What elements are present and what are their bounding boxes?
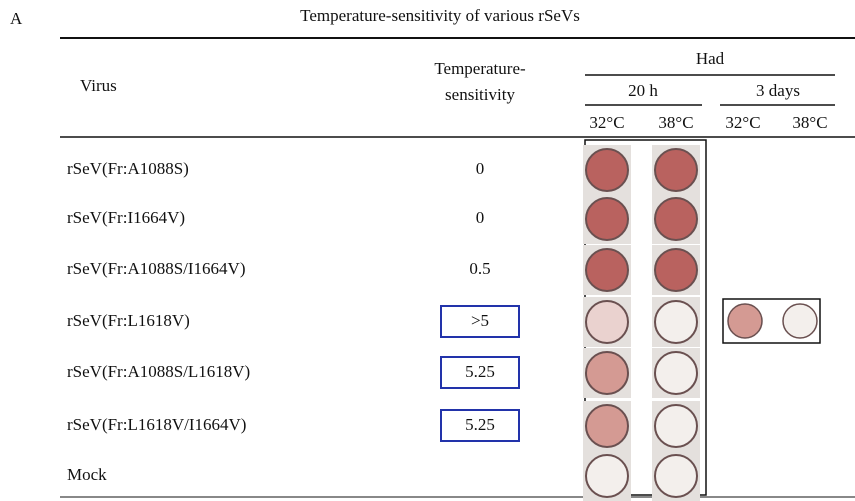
well bbox=[585, 300, 629, 344]
header-ts: Temperature- bbox=[434, 59, 526, 78]
temperature-label: 32°C bbox=[725, 113, 760, 132]
well bbox=[654, 300, 698, 344]
well-frame bbox=[722, 298, 821, 344]
ts-value: 5.25 bbox=[465, 415, 495, 434]
well bbox=[585, 351, 629, 395]
well bbox=[585, 454, 629, 498]
temperature-label: 32°C bbox=[589, 113, 624, 132]
highlight-box bbox=[440, 356, 520, 389]
header-had: Had bbox=[696, 49, 725, 68]
virus-name: rSeV(Fr:I1664V) bbox=[67, 208, 185, 227]
temperature-label: 38°C bbox=[658, 113, 693, 132]
virus-name: rSeV(Fr:L1618V/I1664V) bbox=[67, 415, 246, 434]
well bbox=[727, 303, 763, 339]
header-3d: 3 days bbox=[756, 81, 800, 100]
well bbox=[585, 248, 629, 292]
highlight-box bbox=[440, 305, 520, 338]
ts-value: >5 bbox=[471, 311, 489, 330]
well bbox=[782, 303, 818, 339]
ts-value: 0.5 bbox=[469, 259, 490, 278]
well bbox=[654, 197, 698, 241]
ts-value: 0 bbox=[476, 208, 485, 227]
header-20h: 20 h bbox=[628, 81, 658, 100]
ts-value: 5.25 bbox=[465, 362, 495, 381]
well bbox=[654, 454, 698, 498]
virus-name: rSeV(Fr:A1088S/I1664V) bbox=[67, 259, 246, 278]
virus-name: Mock bbox=[67, 465, 107, 484]
well bbox=[654, 148, 698, 192]
well bbox=[585, 404, 629, 448]
well bbox=[654, 351, 698, 395]
table-title: Temperature-sensitivity of various rSeVs bbox=[300, 6, 580, 25]
temperature-label: 38°C bbox=[792, 113, 827, 132]
well bbox=[585, 197, 629, 241]
well bbox=[654, 404, 698, 448]
highlight-box bbox=[440, 409, 520, 442]
well bbox=[654, 248, 698, 292]
virus-name: rSeV(Fr:A1088S/L1618V) bbox=[67, 362, 250, 381]
panel-label: A bbox=[10, 9, 23, 28]
well bbox=[585, 148, 629, 192]
virus-name: rSeV(Fr:L1618V) bbox=[67, 311, 190, 330]
header-ts: sensitivity bbox=[445, 85, 515, 104]
virus-name: rSeV(Fr:A1088S) bbox=[67, 159, 189, 178]
header-virus: Virus bbox=[80, 76, 117, 95]
ts-value: 0 bbox=[476, 159, 485, 178]
